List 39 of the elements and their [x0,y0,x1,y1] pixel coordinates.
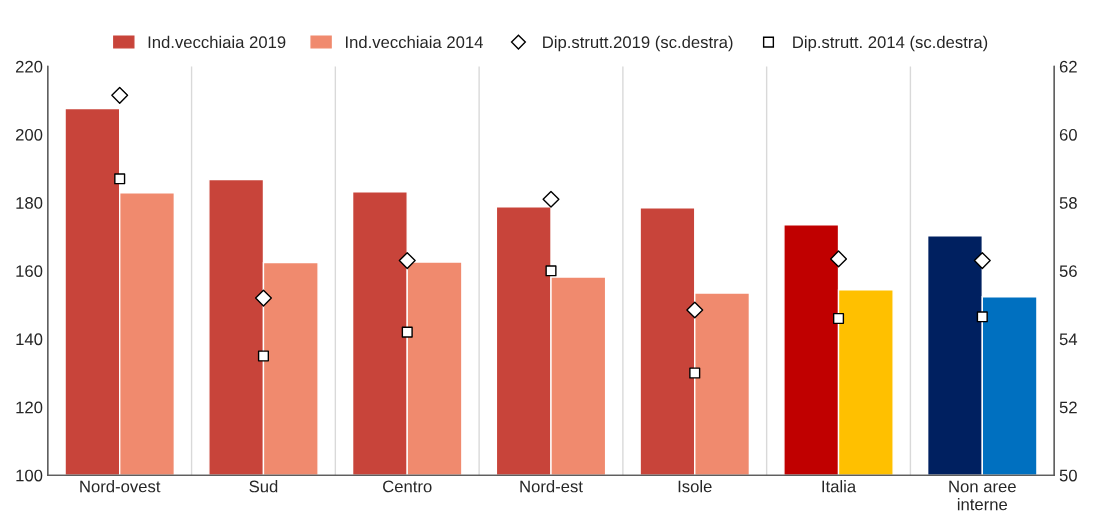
y2-tick-label: 58 [1059,197,1077,209]
x-tick-label: Non aree interne [949,480,1016,511]
x-tick-label: Nord-ovest [80,480,161,493]
y2-tick-label: 60 [1059,128,1077,141]
y-tick-label: 180 [16,197,43,209]
legend-label: Ind.vecchiaia 2014 [345,35,483,49]
y2-tick-label: 52 [1059,401,1077,414]
y-tick-label: 220 [15,60,43,73]
y2-tick-label: 50 [1059,469,1077,482]
point [257,350,270,362]
y-tick-label: 140 [16,333,43,346]
y-tick-label: 200 [15,128,43,141]
y2-tick-label: 54 [1059,333,1078,346]
y-tick-label: 160 [16,265,43,278]
point [111,86,129,104]
point [398,252,416,270]
x-tick-label: Isole [678,480,712,493]
point [686,301,704,319]
point [973,252,991,270]
point [832,312,845,325]
point [976,311,988,323]
point [689,367,701,379]
x-tick-label: Nord-est [520,480,583,493]
x-tick-label: Centro [383,480,432,493]
y-tick-label: 120 [16,401,43,414]
point [829,250,848,268]
legend-label: Dip.strutt. 2014 (sc.destra) [793,35,988,52]
y-tick-label: 100 [16,469,43,482]
point [542,190,560,208]
point [254,289,273,307]
x-tick-label: Italia [822,480,857,493]
x-tick-label: Sud [249,480,278,493]
point [401,326,413,338]
y2-tick-label: 62 [1059,60,1077,73]
y2-tick-label: 56 [1059,265,1077,278]
point [114,173,126,185]
legend-label: Dip.strutt.2019 (sc.destra) [543,35,733,52]
legend-label: Ind.vecchiaia 2019 [148,35,286,49]
point [545,265,557,277]
